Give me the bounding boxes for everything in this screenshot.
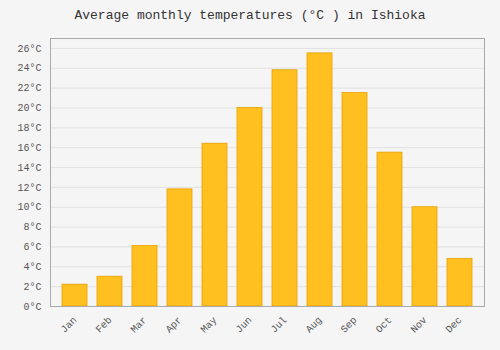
svg-text:Mar: Mar <box>129 315 150 336</box>
svg-text:20°C: 20°C <box>17 103 41 114</box>
svg-text:Nov: Nov <box>409 315 430 336</box>
svg-text:2°C: 2°C <box>23 282 41 293</box>
svg-text:22°C: 22°C <box>17 83 41 94</box>
svg-text:26°C: 26°C <box>17 44 41 55</box>
svg-text:6°C: 6°C <box>23 242 41 253</box>
svg-text:Aug: Aug <box>304 315 325 336</box>
svg-text:10°C: 10°C <box>17 202 41 213</box>
svg-text:0°C: 0°C <box>23 302 41 313</box>
svg-text:Jan: Jan <box>59 315 80 336</box>
svg-text:Apr: Apr <box>164 315 185 336</box>
svg-text:Jun: Jun <box>234 315 255 336</box>
svg-text:18°C: 18°C <box>17 123 41 134</box>
svg-text:May: May <box>199 315 220 336</box>
svg-text:Feb: Feb <box>94 315 115 336</box>
svg-text:Jul: Jul <box>269 315 290 336</box>
svg-text:24°C: 24°C <box>17 63 41 74</box>
svg-text:16°C: 16°C <box>17 143 41 154</box>
svg-text:Sep: Sep <box>339 315 360 336</box>
svg-text:Dec: Dec <box>444 315 465 336</box>
svg-text:12°C: 12°C <box>17 183 41 194</box>
svg-text:8°C: 8°C <box>23 222 41 233</box>
svg-text:4°C: 4°C <box>23 262 41 273</box>
svg-text:14°C: 14°C <box>17 163 41 174</box>
svg-text:Oct: Oct <box>374 315 395 336</box>
html-text:Average monthly temperatures (: Average monthly temperatures (°C ) in Is… <box>74 8 426 23</box>
